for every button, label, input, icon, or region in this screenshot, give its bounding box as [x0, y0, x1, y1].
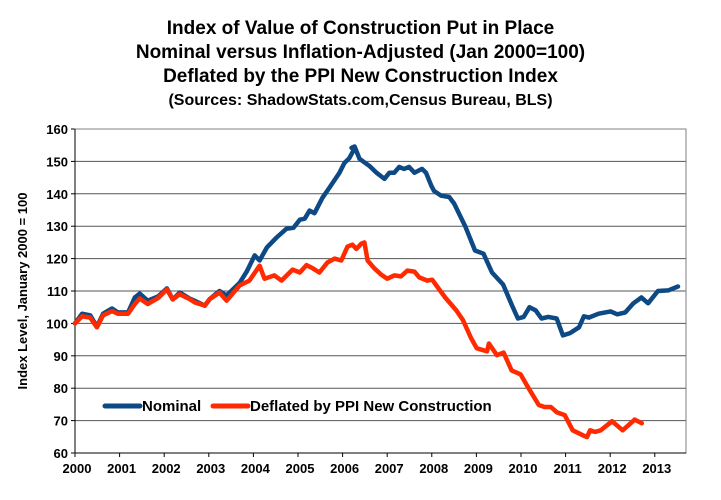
y-tick-label: 150 [46, 154, 68, 169]
x-tick-label: 2012 [598, 461, 627, 476]
y-tick-label: 100 [46, 316, 68, 331]
y-tick-label: 130 [46, 219, 68, 234]
y-tick-label: 140 [46, 187, 68, 202]
chart-sources: (Sources: ShadowStats.com,Census Bureau,… [168, 92, 553, 109]
series-line-nominal [72, 144, 681, 338]
x-tick-label: 2010 [509, 461, 538, 476]
legend-label-deflated: Deflated by PPI New Construction [250, 398, 492, 415]
x-axis-ticks: 2000 2001 2002 2003 2004 2005 2006 2007 2008 2009… [63, 453, 671, 476]
chart-subtitle-1: Nominal versus Inflation-Adjusted (Jan 2… [135, 42, 586, 63]
chart-subtitle-2: Deflated by the PPI New Construction Ind… [163, 66, 558, 87]
y-tick-label: 160 [46, 122, 68, 137]
gridlines [75, 160, 686, 422]
series-group [72, 144, 681, 440]
y-tick-label: 120 [46, 252, 68, 267]
x-tick-label: 2007 [375, 461, 404, 476]
y-axis-ticks: 60 70 80 90 100 110 120 130 140 150 160 [46, 122, 75, 461]
y-tick-label: 60 [54, 446, 68, 461]
x-tick-label: 2008 [419, 461, 448, 476]
series-line-deflated [72, 240, 645, 440]
y-axis-label: Index Level, January 2000 = 100 [15, 193, 30, 390]
y-tick-label: 70 [54, 414, 68, 429]
chart-title: Index of Value of Construction Put in Pl… [166, 18, 555, 39]
x-tick-label: 2003 [196, 461, 225, 476]
x-tick-label: 2009 [464, 461, 493, 476]
x-tick-label: 2011 [553, 461, 581, 476]
legend: Nominal Deflated by PPI New Construction [102, 398, 492, 415]
x-tick-label: 2004 [241, 461, 271, 476]
x-tick-label: 2013 [642, 461, 671, 476]
x-tick-label: 2001 [107, 461, 136, 476]
x-tick-label: 2002 [152, 461, 181, 476]
x-tick-label: 2000 [63, 461, 92, 476]
y-tick-label: 90 [54, 349, 68, 364]
y-tick-label: 80 [54, 381, 68, 396]
y-tick-label: 110 [47, 284, 68, 299]
x-tick-label: 2006 [330, 461, 359, 476]
legend-label-nominal: Nominal [142, 398, 201, 415]
x-tick-label: 2005 [286, 461, 315, 476]
